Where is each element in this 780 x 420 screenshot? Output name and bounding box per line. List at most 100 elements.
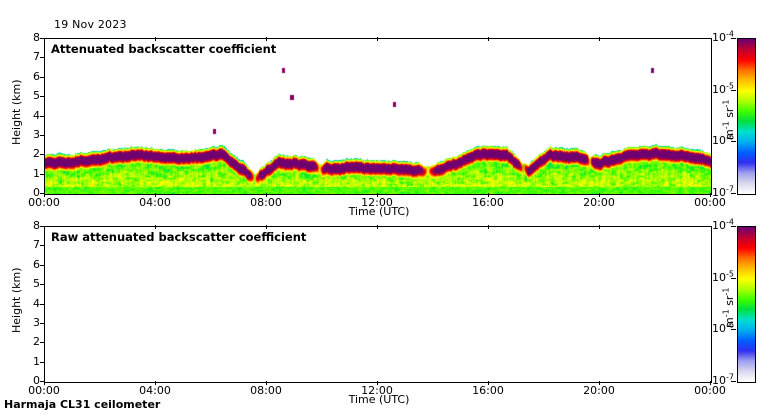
x-tick-panel2-5: 20:00 xyxy=(583,384,615,397)
x-axis-label-panel2: Time (UTC) xyxy=(348,393,410,406)
x-tickmark-panel2-4 xyxy=(488,381,489,385)
x-tickmark-panel2-5 xyxy=(599,381,600,385)
x-tickmark-top-panel1-2 xyxy=(266,37,267,41)
x-tickmark-panel2-6 xyxy=(710,381,711,385)
colorbar-panel2 xyxy=(737,226,756,383)
y-tick-panel2-0: 0 xyxy=(33,374,40,387)
colorbar-tick-2--5: 10-5 xyxy=(712,269,734,284)
colorbar-panel1 xyxy=(737,38,756,195)
x-tick-panel1-1: 04:00 xyxy=(139,196,171,209)
panel-title-raw: Raw attenuated backscatter coefficient xyxy=(51,230,307,244)
plot-area-attenuated-backscatter: Attenuated backscatter coefficient xyxy=(44,38,712,195)
colorbar-tick-1--4: 10-4 xyxy=(712,29,734,44)
y-tickmark-panel1-0 xyxy=(40,193,44,194)
colorbar-tickmark-2--7 xyxy=(731,381,736,382)
x-tickmark-panel1-3 xyxy=(377,193,378,197)
y-tickmark-panel2-0 xyxy=(40,381,44,382)
colorbar-tick-1--6: 10-6 xyxy=(712,132,734,148)
y-tickmark-panel1-5 xyxy=(40,96,44,97)
y-tick-panel2-1: 1 xyxy=(33,354,40,368)
y-tick-panel1-2: 2 xyxy=(33,147,40,161)
colorbar-tick-2--6: 10-6 xyxy=(712,320,734,336)
y-tick-panel2-7: 7 xyxy=(33,238,40,252)
y-tick-panel2-6: 6 xyxy=(33,257,40,271)
heatmap-canvas-attenuated xyxy=(45,39,711,194)
colorbar-tickmark-1--7 xyxy=(731,193,736,194)
colorbar-tickmark-1--6 xyxy=(731,141,736,142)
colorbar-tickmark-1--4 xyxy=(731,38,736,39)
x-tickmark-top-panel1-5 xyxy=(599,37,600,41)
y-tickmark-panel1-2 xyxy=(40,154,44,155)
colorbar-tickmark-2--6 xyxy=(731,329,736,330)
x-tick-panel1-2: 08:00 xyxy=(250,196,282,209)
panel-title-attenuated: Attenuated backscatter coefficient xyxy=(51,42,277,56)
x-tickmark-panel1-4 xyxy=(488,193,489,197)
x-tick-panel2-1: 04:00 xyxy=(139,384,171,397)
x-tickmark-panel1-6 xyxy=(710,193,711,197)
y-tick-panel2-3: 3 xyxy=(33,315,40,329)
x-tickmark-panel2-1 xyxy=(155,381,156,385)
colorbar-tick-1--7: 10-7 xyxy=(712,184,734,199)
y-tick-panel1-1: 1 xyxy=(33,166,40,180)
y-tickmark-panel1-8 xyxy=(40,38,44,39)
x-tickmark-top-panel2-2 xyxy=(266,225,267,229)
heatmap-canvas-raw xyxy=(45,227,711,382)
y-tickmark-panel2-2 xyxy=(40,342,44,343)
colorbar-gradient-2 xyxy=(738,227,755,382)
x-tick-panel1-0: 00:00 xyxy=(28,196,60,209)
y-tick-panel1-6: 6 xyxy=(33,69,40,83)
y-tick-panel1-5: 5 xyxy=(33,89,40,103)
y-tick-panel1-7: 7 xyxy=(33,50,40,64)
x-tickmark-top-panel2-5 xyxy=(599,225,600,229)
colorbar-tick-1--5: 10-5 xyxy=(712,81,734,96)
x-tick-panel1-3: 12:00 xyxy=(361,196,393,209)
x-tick-panel2-2: 08:00 xyxy=(250,384,282,397)
colorbar-gradient-1 xyxy=(738,39,755,194)
y-tick-panel1-8: 8 xyxy=(33,31,40,44)
date-label: 19 Nov 2023 xyxy=(54,18,127,31)
y-tick-panel1-3: 3 xyxy=(33,127,40,141)
x-axis-label-panel1: Time (UTC) xyxy=(348,205,410,218)
x-tickmark-panel1-1 xyxy=(155,193,156,197)
x-tickmark-panel2-2 xyxy=(266,381,267,385)
x-tick-panel1-5: 20:00 xyxy=(583,196,615,209)
x-tickmark-top-panel2-4 xyxy=(488,225,489,229)
y-tick-panel2-4: 4 xyxy=(33,296,40,310)
x-tickmark-panel1-2 xyxy=(266,193,267,197)
x-tickmark-top-panel1-3 xyxy=(377,37,378,41)
x-tickmark-top-panel1-1 xyxy=(155,37,156,41)
x-tickmark-top-panel2-1 xyxy=(155,225,156,229)
y-tick-panel1-4: 4 xyxy=(33,108,40,122)
x-tickmark-panel1-5 xyxy=(599,193,600,197)
y-tickmark-panel1-7 xyxy=(40,57,44,58)
x-tickmark-panel2-0 xyxy=(44,381,45,385)
y-tick-panel2-8: 8 xyxy=(33,219,40,232)
colorbar-tickmark-2--5 xyxy=(731,278,736,279)
x-tick-panel1-6: 00:00 xyxy=(694,196,726,209)
x-tickmark-top-panel1-4 xyxy=(488,37,489,41)
y-tickmark-panel1-3 xyxy=(40,135,44,136)
y-tickmark-panel2-6 xyxy=(40,265,44,266)
y-tickmark-panel1-6 xyxy=(40,77,44,78)
y-tickmark-panel2-4 xyxy=(40,304,44,305)
y-tickmark-panel2-7 xyxy=(40,245,44,246)
x-tickmark-top-panel2-3 xyxy=(377,225,378,229)
colorbar-tick-2--7: 10-7 xyxy=(712,372,734,387)
x-tickmark-panel1-0 xyxy=(44,193,45,197)
colorbar-tick-2--4: 10-4 xyxy=(712,217,734,232)
colorbar-tickmark-2--4 xyxy=(731,226,736,227)
station-label: Harmaja CL31 ceilometer xyxy=(4,398,161,411)
y-tickmark-panel2-8 xyxy=(40,226,44,227)
y-tickmark-panel2-3 xyxy=(40,323,44,324)
y-tickmark-panel1-1 xyxy=(40,174,44,175)
y-tick-panel2-2: 2 xyxy=(33,335,40,349)
y-tickmark-panel1-4 xyxy=(40,116,44,117)
x-tickmark-panel2-3 xyxy=(377,381,378,385)
x-tick-panel1-4: 16:00 xyxy=(472,196,504,209)
x-tick-panel2-6: 00:00 xyxy=(694,384,726,397)
y-tick-panel2-5: 5 xyxy=(33,277,40,291)
y-tick-panel1-0: 0 xyxy=(33,186,40,199)
plot-area-raw-attenuated-backscatter: Raw attenuated backscatter coefficient xyxy=(44,226,712,383)
y-tickmark-panel2-1 xyxy=(40,362,44,363)
